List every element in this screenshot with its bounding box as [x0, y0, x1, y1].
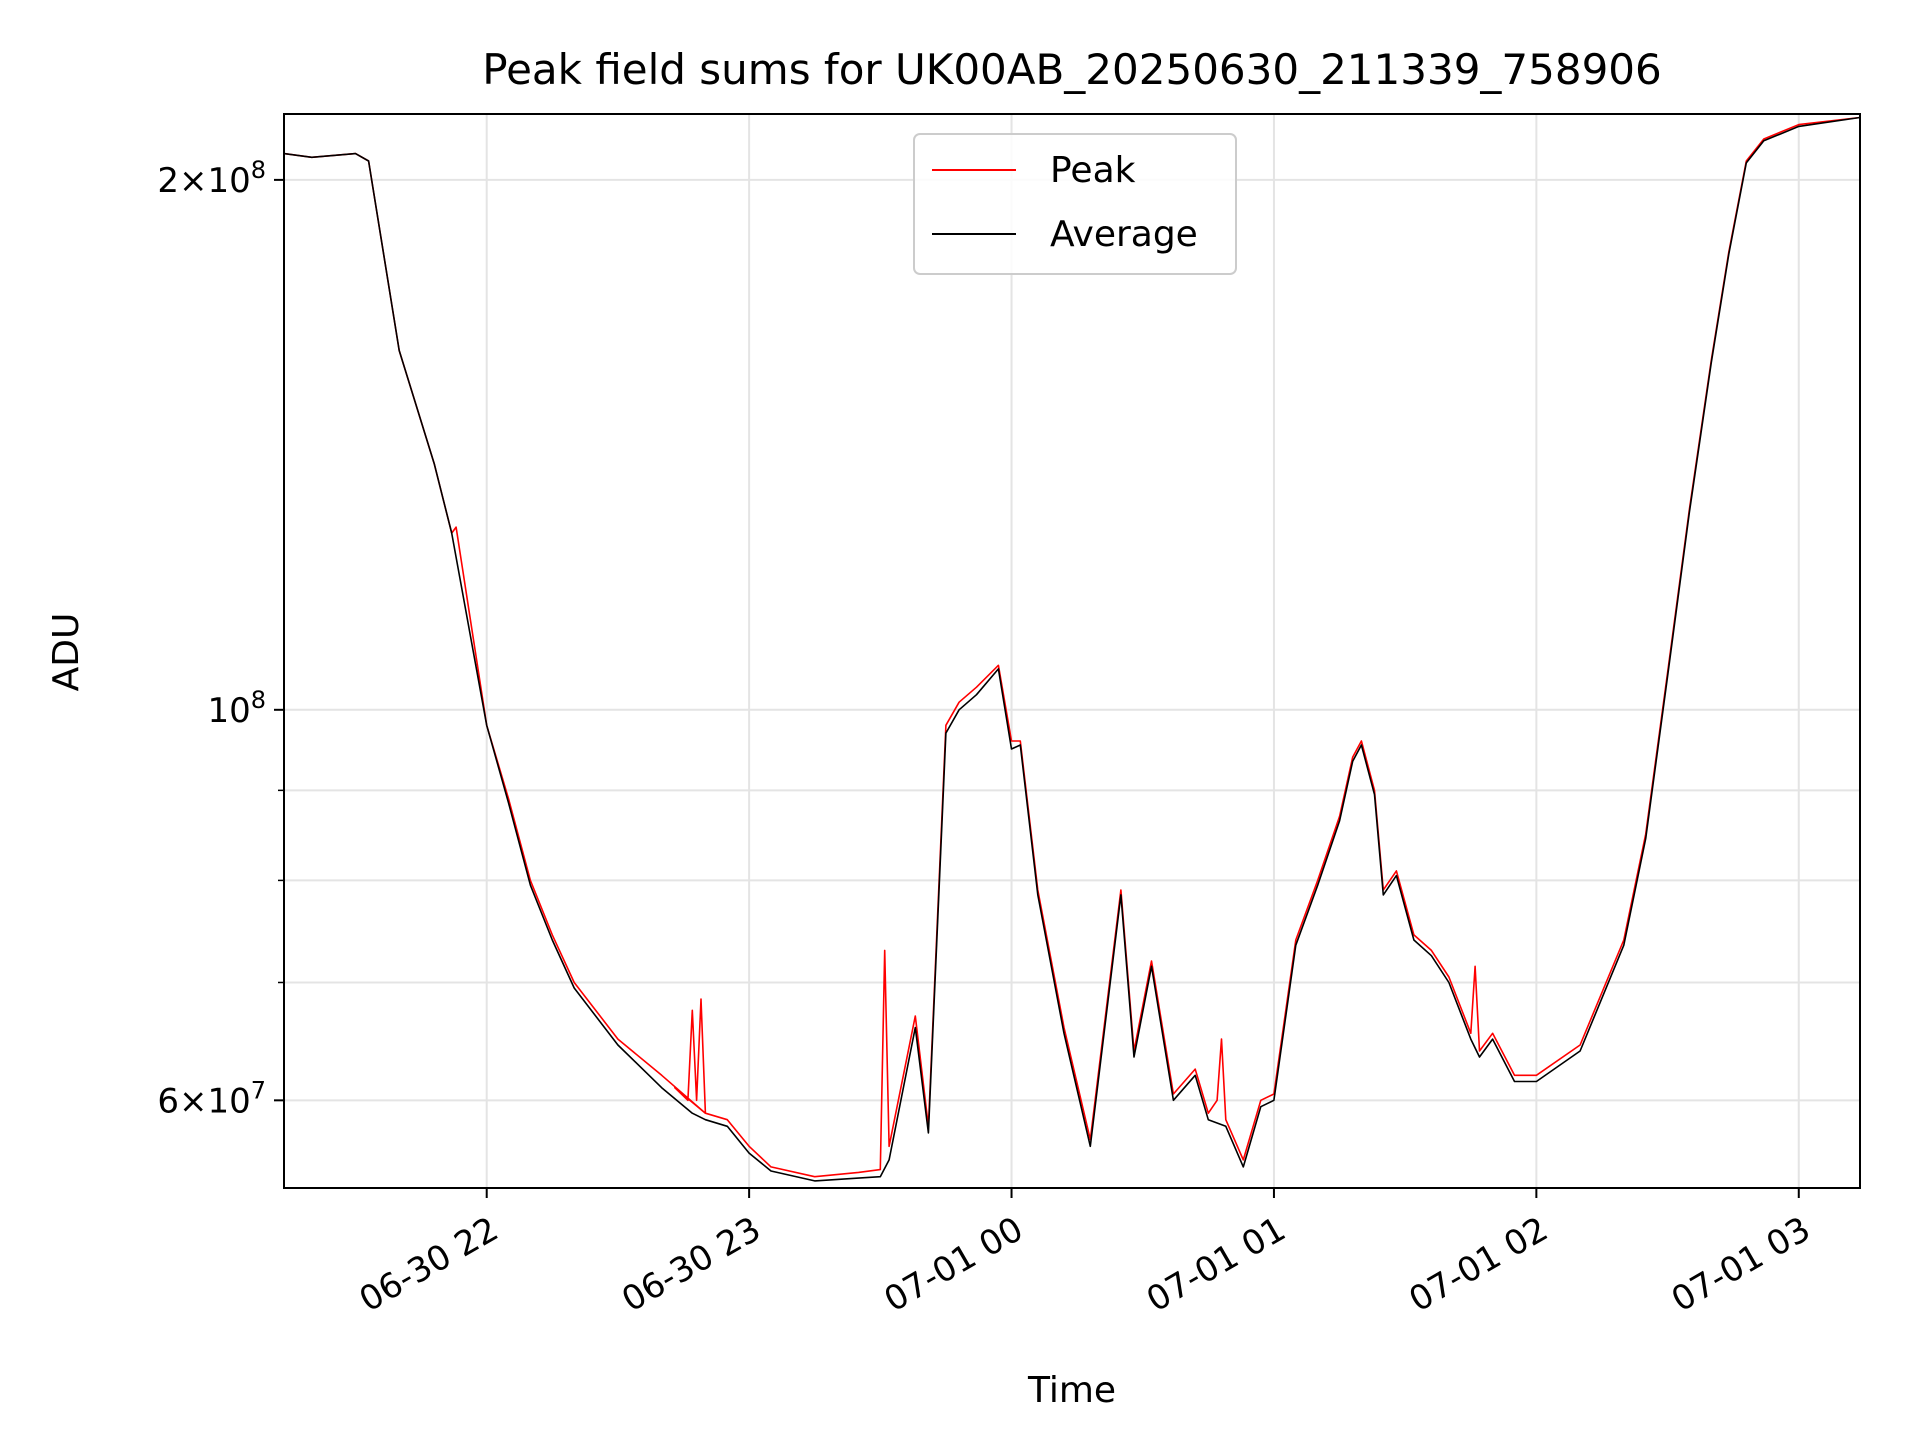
legend-label: Peak — [1050, 150, 1136, 191]
legend: Peak Average — [913, 133, 1237, 275]
grid — [284, 114, 1860, 1188]
y-tick-label: 6×107 — [157, 1076, 266, 1121]
x-axis-label: Time — [1027, 1370, 1116, 1411]
series-line-peak — [284, 116, 1860, 1178]
y-axis: 6×107 108 2×108 — [157, 156, 284, 1121]
legend-label: Average — [1050, 214, 1198, 255]
chart-title: Peak field sums for UK00AB_20250630_2113… — [482, 45, 1662, 94]
y-tick-label: 108 — [207, 686, 266, 731]
series-layer — [284, 116, 1860, 1182]
y-tick-label: 2×108 — [157, 156, 266, 201]
series-line-average — [284, 116, 1860, 1182]
plot-frame — [283, 113, 1861, 1189]
y-axis-label: ADU — [46, 613, 87, 692]
